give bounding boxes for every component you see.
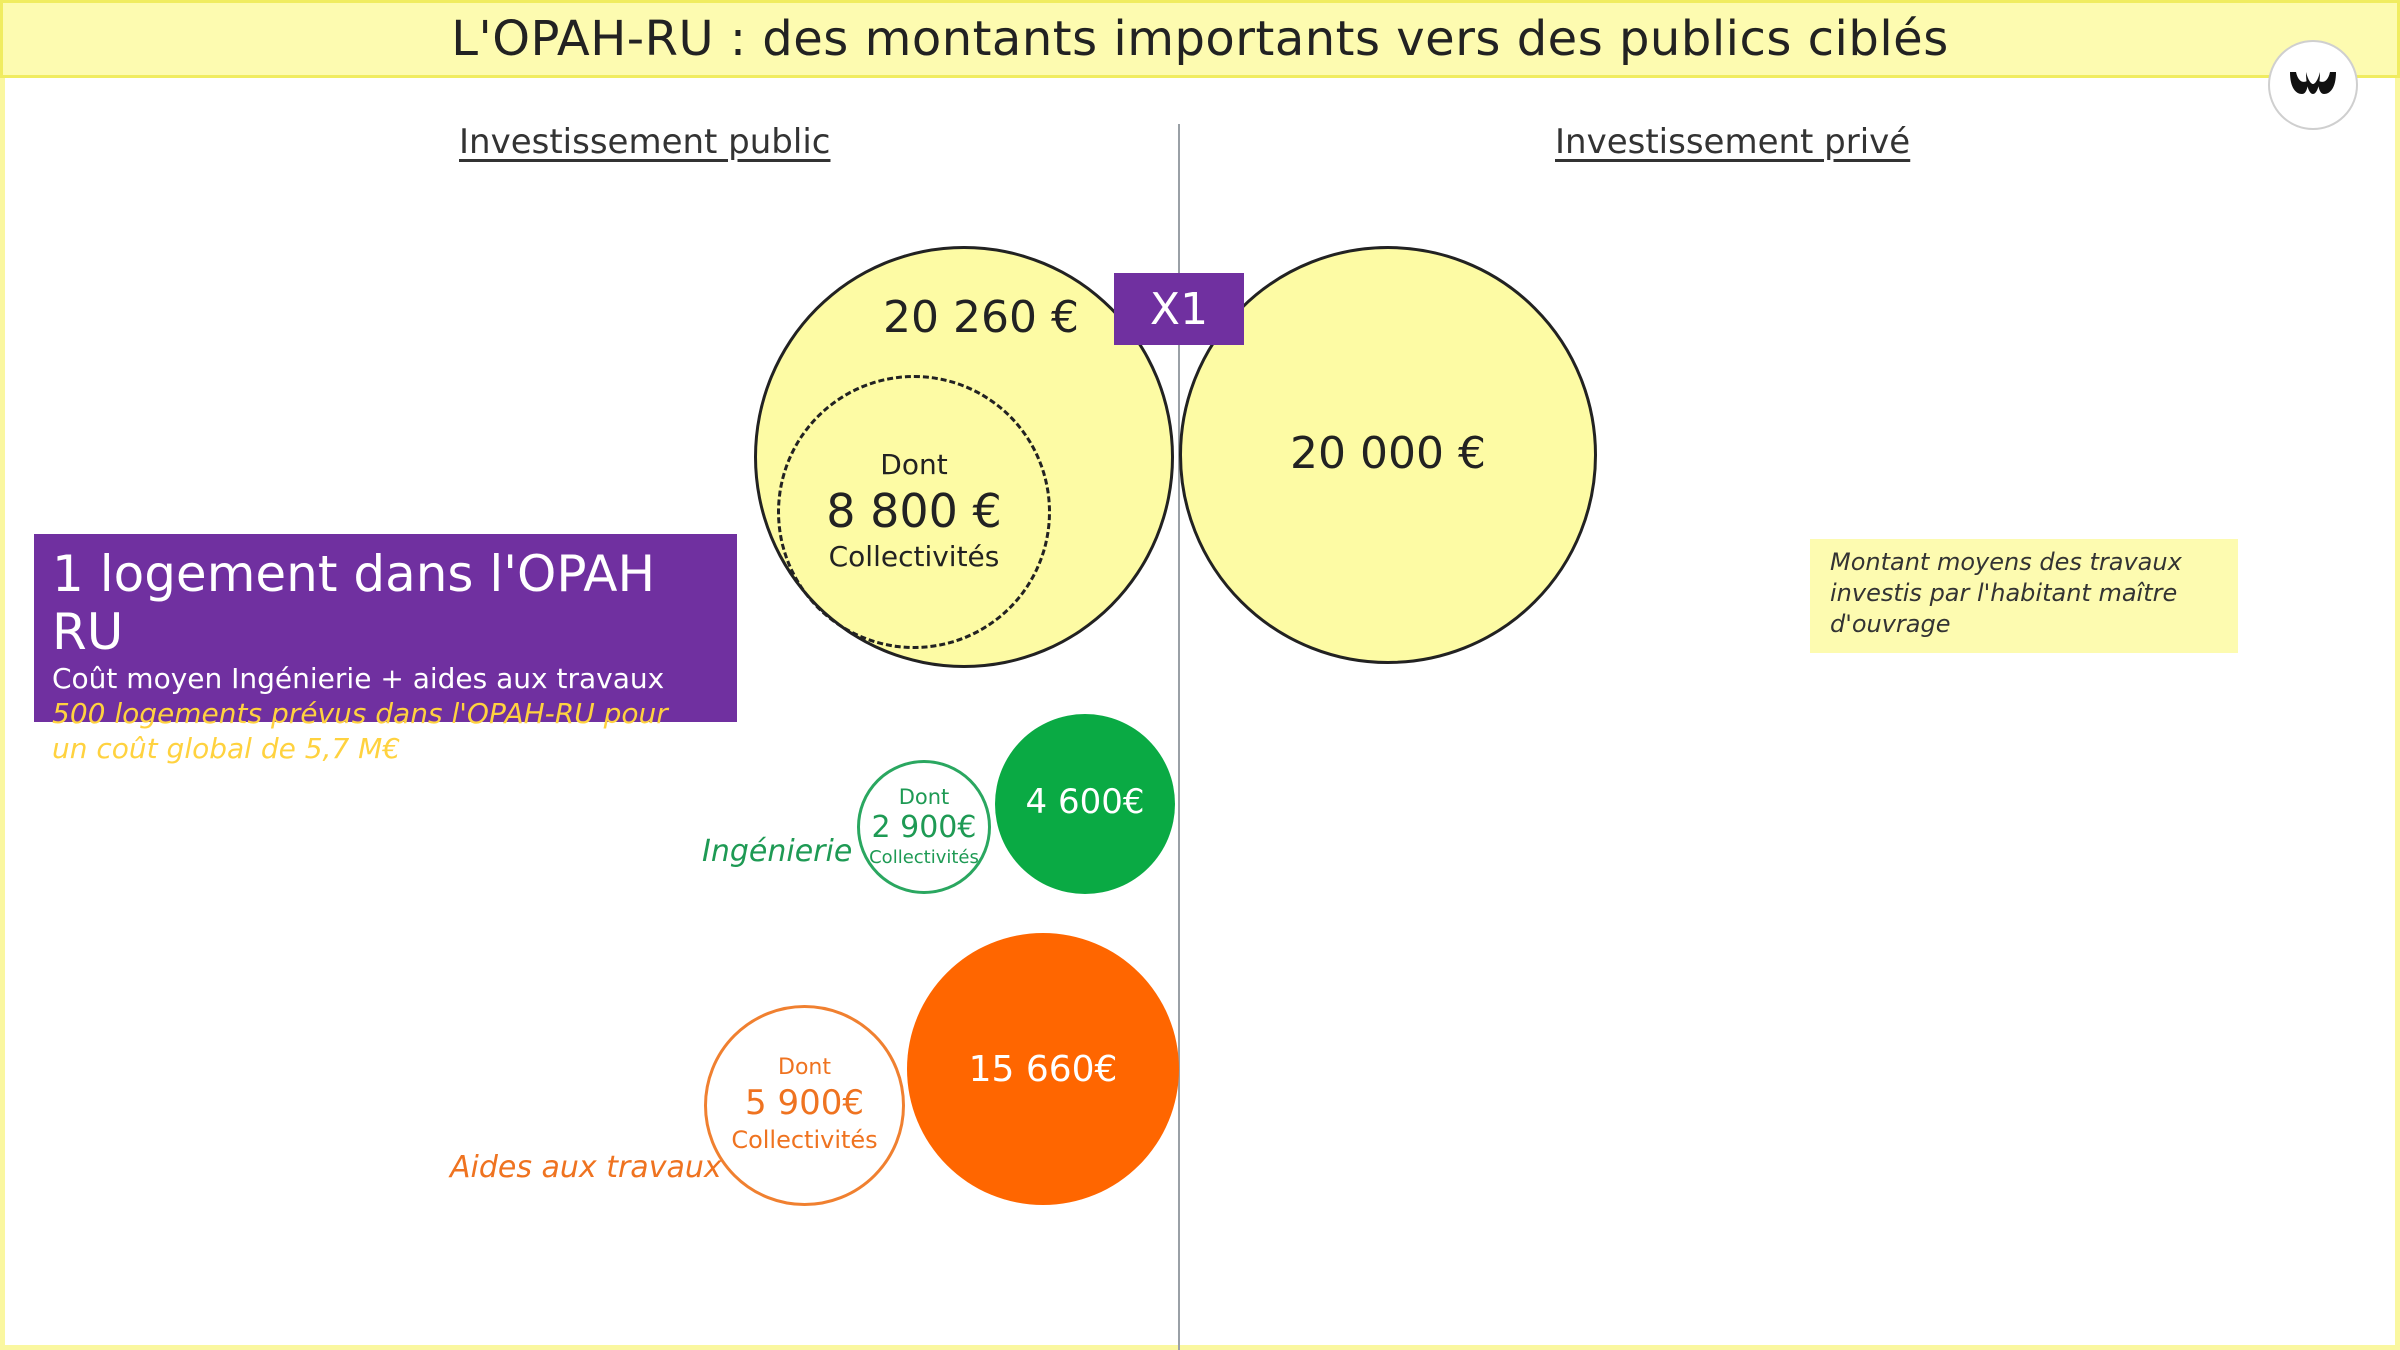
ingenierie-total-circle [995,714,1175,894]
private-total-amount: 20 000 € [1290,428,1486,479]
aides-collectivites-circle [704,1005,905,1206]
heading-public-investment: Investissement public [459,122,831,162]
note-line-3: d'ouvrage [1830,610,1951,639]
info-subtitle: Coût moyen Ingénierie + aides aux travau… [52,662,665,695]
private-total-circle [1179,246,1597,664]
heading-private-investment: Investissement privé [1555,122,1911,162]
ingenierie-collectivites-label: Collectivités [869,847,979,868]
info-italic-line-1: 500 logements prévus dans l'OPAH-RU pour [52,697,668,730]
aides-label: Aides aux travaux [450,1150,722,1185]
company-logo-icon [2268,40,2358,130]
title-bar: L'OPAH-RU : des montants importants vers… [0,0,2400,78]
note-line-1: Montant moyens des travaux [1830,548,2182,576]
public-total-amount: 20 260 € [883,292,1079,343]
public-dont-label: Dont [880,448,948,481]
aides-collectivites-label: Collectivités [731,1126,878,1154]
aides-total-circle [907,933,1179,1205]
ingenierie-label: Ingénierie [702,834,853,869]
multiplier-value: X1 [1149,283,1209,335]
aides-collectivites-amount: 5 900€ [745,1083,864,1123]
public-collectivites-amount: 8 800 € [826,484,1002,538]
info-italic-line-2: un coût global de 5,7 M€ [52,732,401,765]
collectivites-dashed-circle [777,375,1051,649]
multiplier-badge: X1 [1114,273,1244,345]
ingenierie-total-amount: 4 600€ [1025,782,1145,822]
ingenierie-collectivites-amount: 2 900€ [871,810,977,845]
private-note-box: Montant moyens des travaux investis par … [1810,539,2238,653]
housing-info-box: 1 logement dans l'OPAH RU Coût moyen Ing… [34,534,737,765]
ingenierie-collectivites-circle [857,760,991,894]
info-heading: 1 logement dans l'OPAH RU [52,545,656,661]
note-line-2: investis par l'habitant maître [1830,579,2178,608]
column-divider [1178,124,1180,1350]
page-title: L'OPAH-RU : des montants importants vers… [451,11,1949,67]
ingenierie-dont-label: Dont [898,785,950,809]
public-collectivites-label: Collectivités [828,540,1000,573]
aides-total-amount: 15 660€ [968,1049,1118,1090]
aides-dont-label: Dont [778,1055,831,1080]
